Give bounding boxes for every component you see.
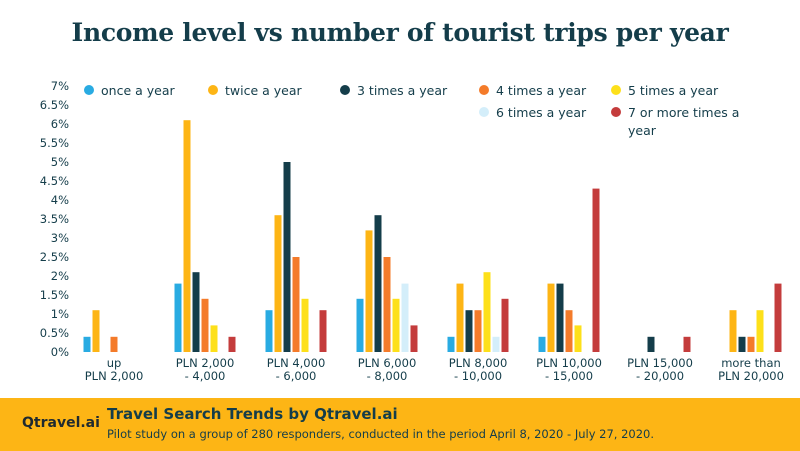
legend-swatch [208, 85, 218, 95]
bar [210, 325, 218, 352]
y-tick-label: 6.5% [40, 98, 69, 112]
x-tick-label: - 8,000 [367, 369, 408, 383]
legend-label: twice a year [225, 83, 303, 98]
bar [538, 336, 546, 352]
bar [747, 336, 755, 352]
legend-label: 3 times a year [357, 83, 448, 98]
bar [738, 336, 746, 352]
bar [565, 310, 573, 352]
x-tick-label: up [107, 356, 122, 370]
footer-title: Travel Search Trends by Qtravel.ai [107, 405, 398, 423]
bar [501, 298, 509, 352]
bar [83, 336, 91, 352]
bar [756, 310, 764, 352]
bar [483, 272, 491, 352]
bar [183, 120, 191, 352]
bar [729, 310, 737, 352]
y-tick-label: 6% [51, 117, 69, 131]
x-tick-label: - 4,000 [185, 369, 226, 383]
bar [192, 272, 200, 352]
bar [574, 325, 582, 352]
y-tick-label: 2.5% [40, 250, 69, 264]
y-tick-label: 0.5% [40, 326, 69, 340]
bar [274, 215, 282, 352]
legend-label: once a year [101, 83, 175, 98]
bar [374, 215, 382, 352]
bar [92, 310, 100, 352]
y-tick-label: 4% [51, 193, 69, 207]
chart-title: Income level vs number of tourist trips … [71, 18, 729, 47]
bar [465, 310, 473, 352]
legend-swatch [479, 107, 489, 117]
legend-label: 7 or more times a [628, 105, 739, 120]
bar [301, 298, 309, 352]
legend-swatch [611, 107, 621, 117]
legend-label: 4 times a year [496, 83, 587, 98]
bar [292, 257, 300, 352]
bar [683, 336, 691, 352]
y-tick-label: 5% [51, 155, 69, 169]
legend-label: 6 times a year [496, 105, 587, 120]
bar [110, 336, 118, 352]
x-tick-label: PLN 10,000 [536, 356, 602, 370]
x-tick-label: PLN 2,000 [176, 356, 235, 370]
bar [319, 310, 327, 352]
bar [283, 162, 291, 352]
legend-swatch [84, 85, 94, 95]
bar [410, 325, 418, 352]
y-tick-label: 1% [51, 307, 69, 321]
bar [547, 283, 555, 352]
x-tick-label: - 10,000 [454, 369, 502, 383]
bar [383, 257, 391, 352]
legend-label: year [628, 123, 657, 138]
footer-banner: Qtravel.ai Travel Search Trends by Qtrav… [0, 398, 800, 451]
y-tick-label: 5.5% [40, 136, 69, 150]
x-tick-label: - 15,000 [545, 369, 593, 383]
legend-swatch [611, 85, 621, 95]
bar [474, 310, 482, 352]
bar [174, 283, 182, 352]
legend-swatch [479, 85, 489, 95]
brand-logo: Qtravel.ai [22, 415, 100, 431]
bar [392, 298, 400, 352]
bar [265, 310, 273, 352]
x-tick-label: PLN 6,000 [358, 356, 417, 370]
x-tick-label: PLN 8,000 [449, 356, 508, 370]
bar [592, 188, 600, 352]
bar [447, 336, 455, 352]
y-tick-label: 4.5% [40, 174, 69, 188]
x-tick-label: - 6,000 [276, 369, 317, 383]
bar [228, 336, 236, 352]
legend-swatch [340, 85, 350, 95]
x-tick-label: - 20,000 [636, 369, 684, 383]
x-tick-label: PLN 2,000 [85, 369, 144, 383]
y-tick-label: 0% [51, 345, 69, 359]
x-tick-label: PLN 15,000 [627, 356, 693, 370]
x-tick-label: PLN 20,000 [718, 369, 784, 383]
bar [201, 298, 209, 352]
y-tick-label: 3% [51, 231, 69, 245]
bar [456, 283, 464, 352]
bar [774, 283, 782, 352]
bar [401, 283, 409, 352]
x-tick-label: PLN 4,000 [267, 356, 326, 370]
legend-label: 5 times a year [628, 83, 719, 98]
x-tick-label: more than [721, 356, 781, 370]
footer-subtitle: Pilot study on a group of 280 responders… [107, 427, 655, 441]
bar [356, 298, 364, 352]
bar [492, 336, 500, 352]
y-tick-label: 2% [51, 269, 69, 283]
bar [647, 336, 655, 352]
bar [556, 283, 564, 352]
bar-chart: 0% 0.5% 1% 1.5% 2% 2.5% 3% 3.5% 4% 4.5% 5% 5.5% 6% 6.… [40, 79, 784, 383]
bar [365, 230, 373, 352]
y-tick-label: 1.5% [40, 288, 69, 302]
y-tick-label: 3.5% [40, 212, 69, 226]
y-tick-label: 7% [51, 79, 69, 93]
